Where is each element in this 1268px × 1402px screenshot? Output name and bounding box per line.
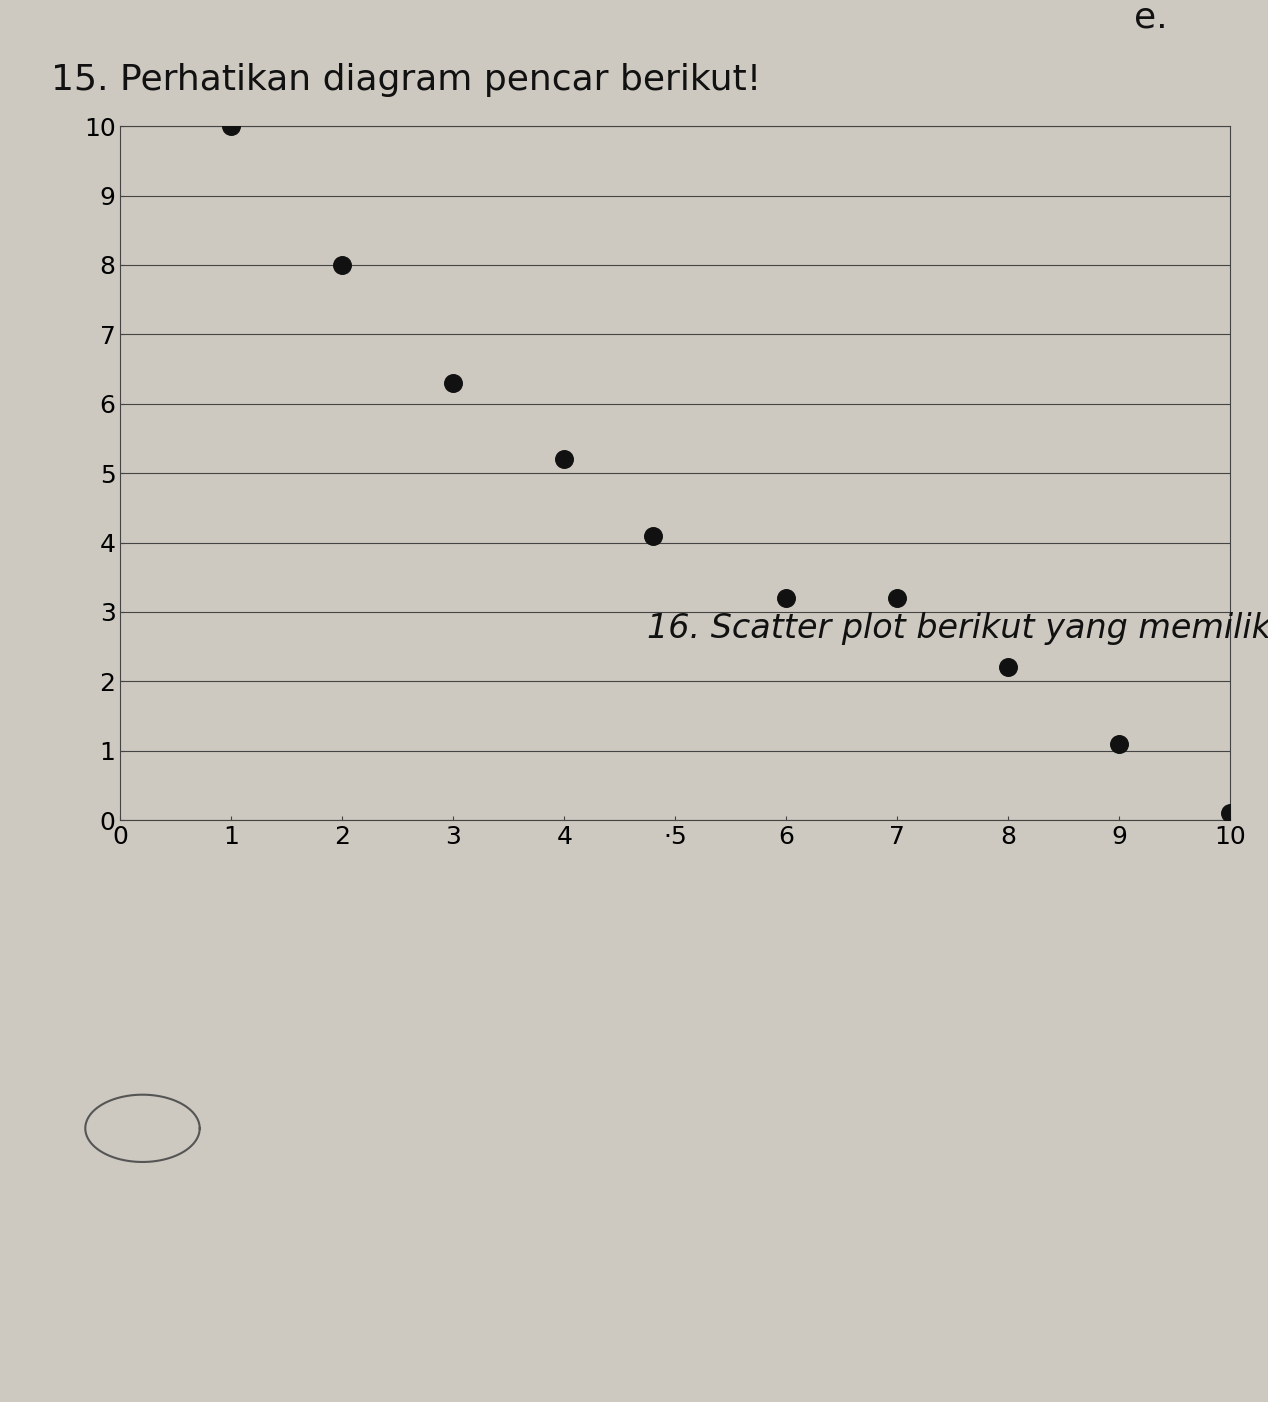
Text: 15. Perhatikan diagram pencar berikut!: 15. Perhatikan diagram pencar berikut! xyxy=(51,63,761,97)
Point xyxy=(888,587,908,610)
Point xyxy=(222,115,242,137)
Text: e.: e. xyxy=(1135,0,1168,34)
Point xyxy=(998,656,1018,679)
Point xyxy=(1108,733,1129,756)
Point xyxy=(1220,802,1240,824)
Text: 16. Scatter plot berikut yang memiliki korelasi: 16. Scatter plot berikut yang memiliki k… xyxy=(647,611,1268,645)
Point xyxy=(332,254,353,276)
Point xyxy=(643,524,663,547)
Point xyxy=(776,587,796,610)
Point xyxy=(444,372,464,394)
Point xyxy=(554,449,574,471)
